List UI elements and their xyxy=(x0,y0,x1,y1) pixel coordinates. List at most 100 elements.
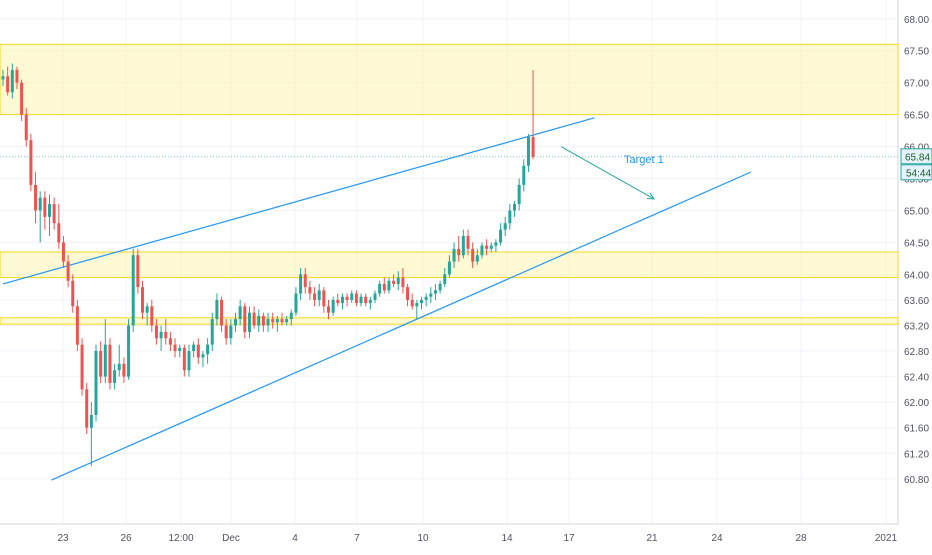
candle-body xyxy=(373,293,377,300)
trendline-1[interactable] xyxy=(2,117,595,285)
y-tick-label: 66.50 xyxy=(904,111,929,122)
candle-body xyxy=(285,319,289,323)
candle-body xyxy=(354,293,358,304)
resistance-zone-1[interactable] xyxy=(0,43,899,116)
y-tick-label: 61.60 xyxy=(904,424,929,435)
candle-body xyxy=(424,296,428,300)
y-tick-label: 68.00 xyxy=(904,15,929,26)
candle-body xyxy=(122,363,126,377)
candle-body xyxy=(210,319,214,345)
candle-body xyxy=(317,290,321,300)
candle-body xyxy=(322,290,326,307)
x-tick-label: 10 xyxy=(417,533,429,544)
candle-body xyxy=(131,255,135,326)
candle-body xyxy=(513,204,516,211)
candle-body xyxy=(406,287,410,300)
candle-body xyxy=(392,280,396,284)
candle-body xyxy=(429,293,433,297)
candle-body xyxy=(252,312,256,326)
candle-body xyxy=(331,299,335,313)
candle-body xyxy=(261,315,265,326)
candle-body xyxy=(485,245,489,249)
candle-body xyxy=(229,325,233,339)
candle-body xyxy=(266,319,270,326)
candle-body xyxy=(447,261,451,275)
candle-body xyxy=(159,331,163,339)
x-tick-label: 24 xyxy=(711,533,723,544)
target-arrow-line[interactable] xyxy=(560,146,655,200)
candle-body xyxy=(480,245,484,256)
candle-body xyxy=(38,197,42,211)
candle-body xyxy=(89,414,93,428)
trendline-2[interactable] xyxy=(51,171,751,481)
candle-body xyxy=(443,274,447,284)
y-tick-label: 65.00 xyxy=(904,206,929,217)
candle-body xyxy=(192,344,196,352)
y-tick-label: 63.60 xyxy=(904,296,929,307)
candle-body xyxy=(280,319,284,323)
candle-body xyxy=(85,389,89,428)
candle-body xyxy=(20,82,24,115)
candle-body xyxy=(187,351,191,371)
countdown-label-box xyxy=(900,164,932,181)
candle-body xyxy=(350,293,354,300)
y-tick-label: 62.00 xyxy=(904,398,929,409)
candle-body xyxy=(108,344,112,383)
candle-body xyxy=(327,306,330,313)
target-annotation[interactable]: Target 1 xyxy=(624,154,664,166)
candle-body xyxy=(503,223,507,230)
candle-body xyxy=(103,344,107,377)
candle-body xyxy=(526,136,530,166)
candle-body xyxy=(359,296,363,304)
x-tick-label: 14 xyxy=(501,533,513,544)
candle-body xyxy=(387,280,391,291)
candle-body xyxy=(308,287,312,294)
candle-body xyxy=(34,184,38,211)
candle-body xyxy=(168,338,172,345)
candle-body xyxy=(517,184,521,205)
candle-body xyxy=(182,347,186,371)
x-tick-label: 28 xyxy=(795,533,807,544)
y-tick-label: 66.00 xyxy=(904,143,929,154)
x-tick-label: 2021 xyxy=(875,533,898,544)
candle-body xyxy=(57,223,61,243)
candle-body xyxy=(113,370,117,383)
candle-body xyxy=(43,197,47,217)
candle-body xyxy=(336,299,340,304)
candle-body xyxy=(289,312,293,320)
candle-body xyxy=(238,306,242,320)
candle-body xyxy=(247,312,251,332)
candle-body xyxy=(401,277,405,288)
candle-body xyxy=(382,283,386,291)
price-label: 65.84 xyxy=(905,152,930,163)
candle-body xyxy=(136,255,140,288)
candle-body xyxy=(206,344,210,355)
candle-body xyxy=(368,299,372,304)
candle-body xyxy=(99,351,103,377)
candle-body xyxy=(378,283,382,294)
y-tick-label: 62.40 xyxy=(904,373,929,384)
candle-body xyxy=(457,248,461,256)
candle-body xyxy=(24,114,28,141)
candle-body xyxy=(1,76,5,80)
candle-body xyxy=(452,248,456,262)
candle-body xyxy=(494,242,498,246)
x-tick-label: 23 xyxy=(57,533,69,544)
candle-body xyxy=(75,306,79,345)
candle-body xyxy=(173,344,177,352)
candle-body xyxy=(471,248,475,262)
candle-body xyxy=(303,274,307,288)
resistance-zone-3[interactable] xyxy=(0,317,899,325)
candle-body xyxy=(508,210,512,224)
candle-body xyxy=(150,306,154,326)
y-tick-label: 64.00 xyxy=(904,270,929,281)
y-tick-label: 67.00 xyxy=(904,79,929,90)
candle-body xyxy=(220,299,224,326)
candle-body xyxy=(489,245,493,249)
candle-body xyxy=(66,261,70,281)
candle-body xyxy=(410,299,414,307)
candle-body xyxy=(215,299,219,320)
x-tick-label: 12:00 xyxy=(168,533,193,544)
